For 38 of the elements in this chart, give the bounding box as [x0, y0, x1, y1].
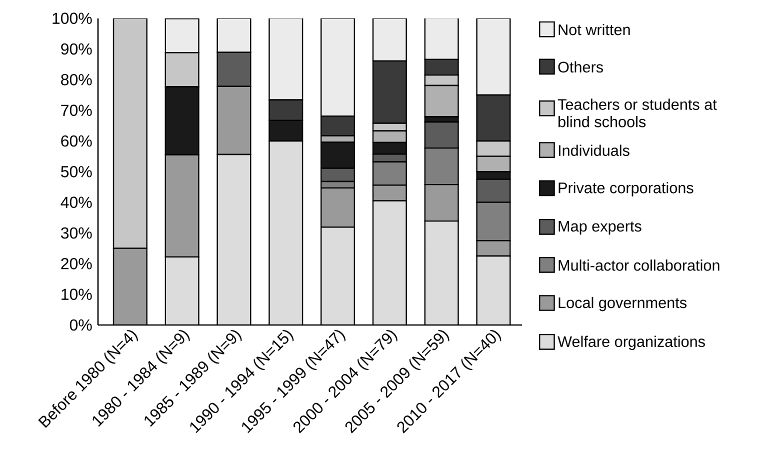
y-tick-label: 90% [61, 43, 92, 55]
y-tick-label: 50% [61, 166, 92, 178]
y-tick-label: 80% [61, 74, 92, 86]
legend-label: Not written [558, 24, 630, 36]
bar [268, 18, 304, 101]
bar [321, 227, 354, 325]
legend-label: Teachers or students at blind schools [558, 98, 717, 128]
bar [373, 200, 406, 325]
y-tick-label: 10% [62, 288, 92, 300]
bar [372, 18, 407, 62]
y-tick-label: 40% [60, 196, 92, 208]
bar [424, 18, 459, 60]
legend-label: Welfare organizations [558, 336, 705, 350]
bar [112, 18, 148, 249]
y-tick-label: 30% [60, 227, 92, 239]
bar [476, 18, 511, 96]
bar [424, 58, 459, 76]
legend-label: Map experts [558, 220, 642, 235]
bar [269, 141, 303, 325]
bar [217, 154, 251, 325]
bar [320, 18, 356, 117]
legend-label: Others [558, 61, 603, 73]
bar [424, 221, 458, 325]
bar [476, 255, 511, 325]
bar [164, 18, 200, 54]
legend-label: Local governments [558, 296, 686, 312]
y-tick-label: 60% [61, 135, 92, 147]
bar [164, 52, 200, 88]
bar [424, 84, 459, 118]
y-tick-label: 20% [61, 258, 92, 270]
bar [165, 256, 199, 325]
y-tick-label: 70% [61, 104, 92, 116]
legend-label: Individuals [558, 144, 630, 156]
y-tick-label: 100% [52, 12, 92, 24]
bar [216, 18, 252, 53]
legend-label: Private corporations [558, 182, 694, 196]
legend-label: Multi-actor collaboration [558, 260, 720, 271]
y-tick-label: 0% [70, 319, 92, 331]
